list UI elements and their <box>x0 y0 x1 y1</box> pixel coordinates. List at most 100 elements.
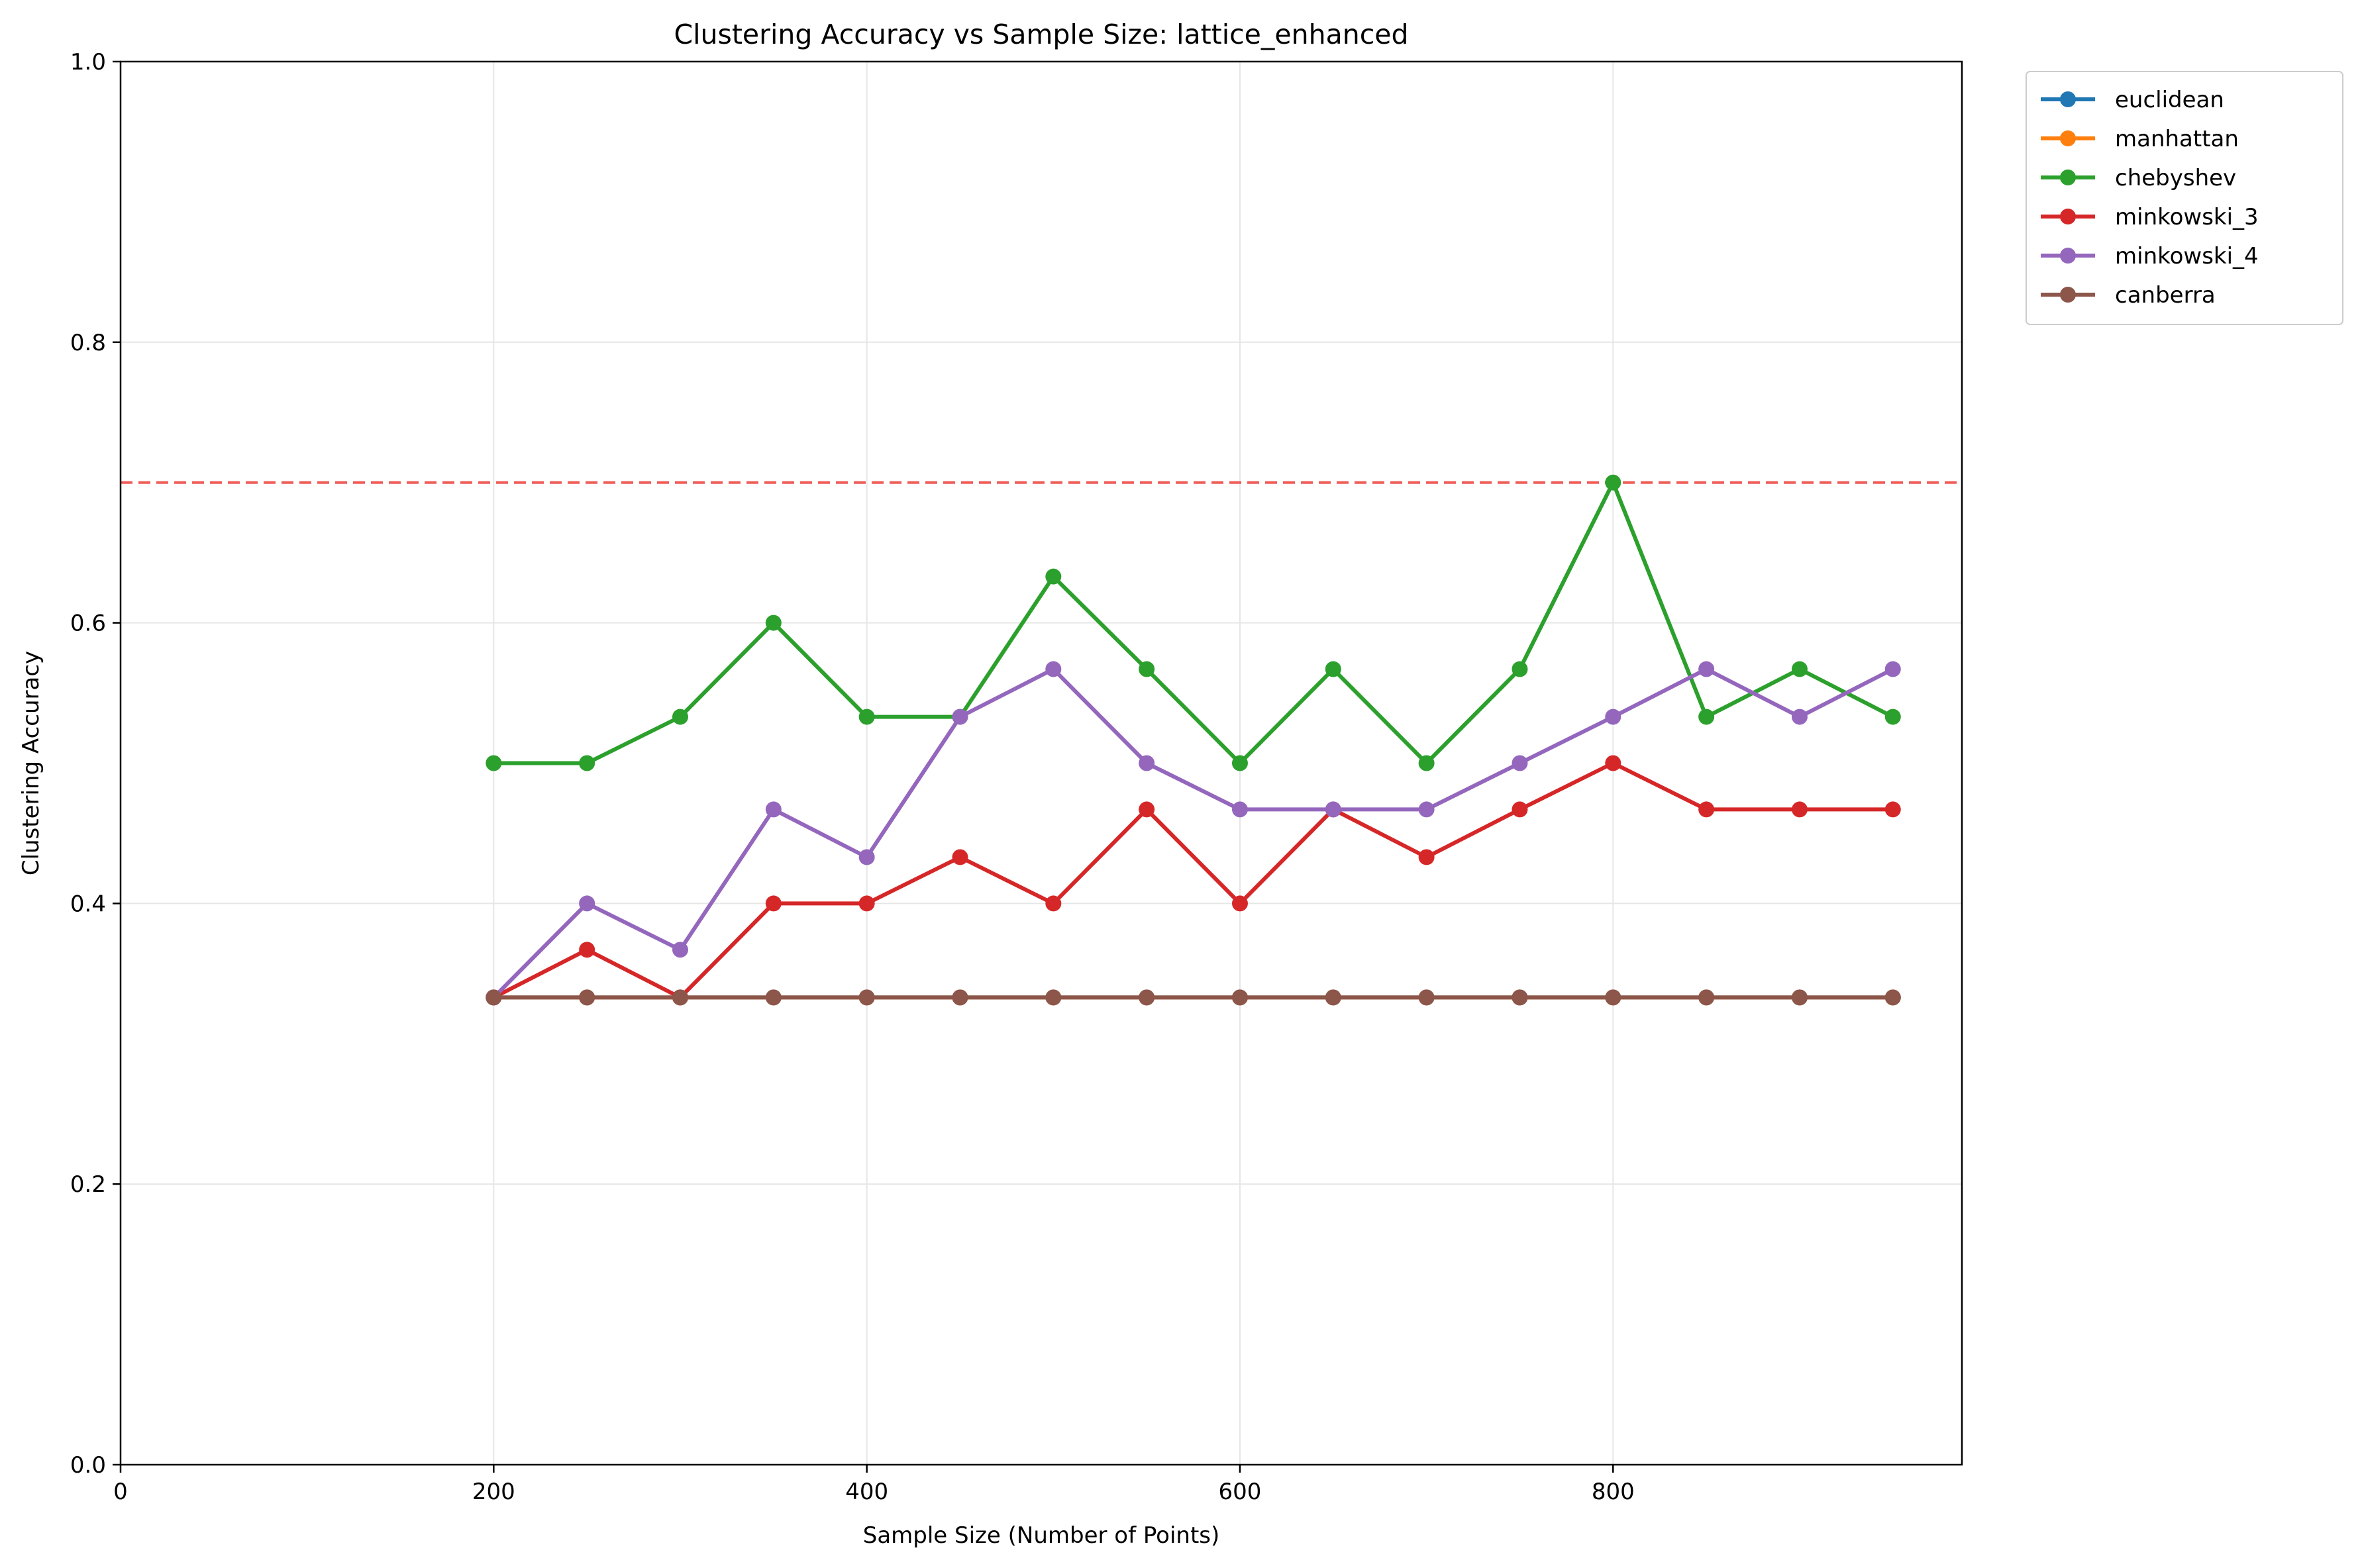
x-tick-label: 600 <box>1219 1479 1262 1505</box>
data-point-canberra <box>579 989 595 1006</box>
data-point-minkowski_4 <box>1325 801 1341 818</box>
series-line-minkowski_4 <box>492 667 1894 999</box>
x-tick-label: 800 <box>1592 1479 1635 1505</box>
data-point-chebyshev <box>1231 755 1248 771</box>
data-point-minkowski_4 <box>579 895 595 912</box>
data-point-minkowski_3 <box>765 895 782 912</box>
data-point-canberra <box>486 989 502 1006</box>
legend-swatch-marker <box>2060 91 2076 107</box>
legend-label: minkowski_4 <box>2115 243 2259 270</box>
data-point-canberra <box>1512 989 1528 1006</box>
data-point-minkowski_3 <box>1512 801 1528 818</box>
data-point-canberra <box>1418 989 1435 1006</box>
data-point-canberra <box>1884 989 1901 1006</box>
data-point-minkowski_4 <box>952 709 968 725</box>
y-tick-label: 0.8 <box>70 330 106 356</box>
data-point-minkowski_3 <box>1791 801 1808 818</box>
data-point-chebyshev <box>765 614 782 631</box>
x-tick-label: 400 <box>845 1479 888 1505</box>
legend-swatch-marker <box>2060 209 2076 224</box>
data-point-canberra <box>1698 989 1715 1006</box>
legend-swatch-marker <box>2060 287 2076 303</box>
legend-item-euclidean: euclidean <box>2041 87 2224 113</box>
legend-item-minkowski_4: minkowski_4 <box>2041 243 2259 270</box>
data-point-minkowski_4 <box>1139 755 1155 771</box>
data-point-minkowski_4 <box>1418 801 1435 818</box>
legend-label: chebyshev <box>2115 165 2236 191</box>
data-point-chebyshev <box>1791 661 1808 677</box>
legend-swatch-marker <box>2060 130 2076 146</box>
x-tick-label: 0 <box>113 1479 128 1505</box>
legend-item-canberra: canberra <box>2041 282 2216 309</box>
data-point-canberra <box>858 989 875 1006</box>
data-point-minkowski_3 <box>1698 801 1715 818</box>
x-axis-ticks: 0 200 400 600 800 <box>113 1465 1635 1505</box>
legend: euclidean manhattan chebyshev minkowski_3mi… <box>2026 71 2343 325</box>
y-tick-label: 0.0 <box>70 1452 106 1479</box>
data-point-canberra <box>765 989 782 1006</box>
data-point-minkowski_4 <box>1231 801 1248 818</box>
y-axis-ticks: 0.0 0.2 0.4 0.6 0.8 1.0 <box>70 49 121 1479</box>
data-point-minkowski_3 <box>1884 801 1901 818</box>
series-line-chebyshev <box>493 480 1894 765</box>
data-point-canberra <box>1231 989 1248 1006</box>
y-tick-label: 0.4 <box>70 891 106 917</box>
legend-label: canberra <box>2115 282 2216 309</box>
chart-title: Clustering Accuracy vs Sample Size: latt… <box>674 19 1408 50</box>
data-point-chebyshev <box>486 755 502 771</box>
data-point-chebyshev <box>1512 661 1528 677</box>
data-point-chebyshev <box>1418 755 1435 771</box>
legend-label: manhattan <box>2115 126 2239 152</box>
data-point-canberra <box>672 989 688 1006</box>
data-point-chebyshev <box>1605 474 1621 491</box>
data-point-minkowski_4 <box>1512 755 1528 771</box>
data-point-canberra <box>952 989 968 1006</box>
legend-swatch-marker <box>2060 170 2076 185</box>
data-point-minkowski_3 <box>1045 895 1062 912</box>
data-point-minkowski_3 <box>1139 801 1155 818</box>
series-canberra <box>486 989 1901 1006</box>
data-point-chebyshev <box>1325 661 1341 677</box>
legend-item-minkowski_3: minkowski_3 <box>2041 204 2259 230</box>
data-point-minkowski_3 <box>952 849 968 865</box>
data-point-canberra <box>1045 989 1062 1006</box>
legend-swatch-marker <box>2060 248 2076 264</box>
plot-frame <box>119 60 1963 1466</box>
data-point-chebyshev <box>672 709 688 725</box>
data-point-minkowski_4 <box>1791 709 1808 725</box>
data-point-minkowski_3 <box>1418 849 1435 865</box>
data-point-canberra <box>1605 989 1621 1006</box>
data-point-canberra <box>1791 989 1808 1006</box>
legend-box <box>2026 71 2343 325</box>
data-point-chebyshev <box>1698 709 1715 725</box>
data-point-minkowski_3 <box>858 895 875 912</box>
data-point-canberra <box>1139 989 1155 1006</box>
series-minkowski_3 <box>486 755 1901 1006</box>
legend-items: euclidean manhattan chebyshev minkowski_3mi… <box>2041 87 2259 309</box>
x-axis-title: Sample Size (Number of Points) <box>863 1522 1220 1549</box>
data-point-minkowski_4 <box>1605 709 1621 725</box>
series-line-minkowski_3 <box>492 761 1893 1000</box>
y-axis-title: Clustering Accuracy <box>18 651 44 875</box>
data-point-minkowski_3 <box>1605 755 1621 771</box>
legend-item-chebyshev: chebyshev <box>2041 165 2236 191</box>
data-point-chebyshev <box>1884 709 1901 725</box>
data-point-chebyshev <box>858 709 875 725</box>
legend-label: minkowski_3 <box>2115 204 2259 230</box>
x-tick-label: 200 <box>472 1479 515 1505</box>
series-group <box>486 474 1901 1006</box>
data-point-minkowski_4 <box>1698 661 1715 677</box>
data-point-minkowski_4 <box>1045 661 1062 677</box>
data-point-chebyshev <box>1139 661 1155 677</box>
data-point-canberra <box>1325 989 1341 1006</box>
data-point-chebyshev <box>579 755 595 771</box>
data-point-minkowski_4 <box>858 849 875 865</box>
y-tick-label: 1.0 <box>70 49 106 75</box>
y-tick-label: 0.6 <box>70 611 106 637</box>
data-point-minkowski_4 <box>672 942 688 958</box>
y-tick-label: 0.2 <box>70 1171 106 1198</box>
data-point-minkowski_4 <box>1884 661 1901 677</box>
legend-label: euclidean <box>2115 87 2224 113</box>
